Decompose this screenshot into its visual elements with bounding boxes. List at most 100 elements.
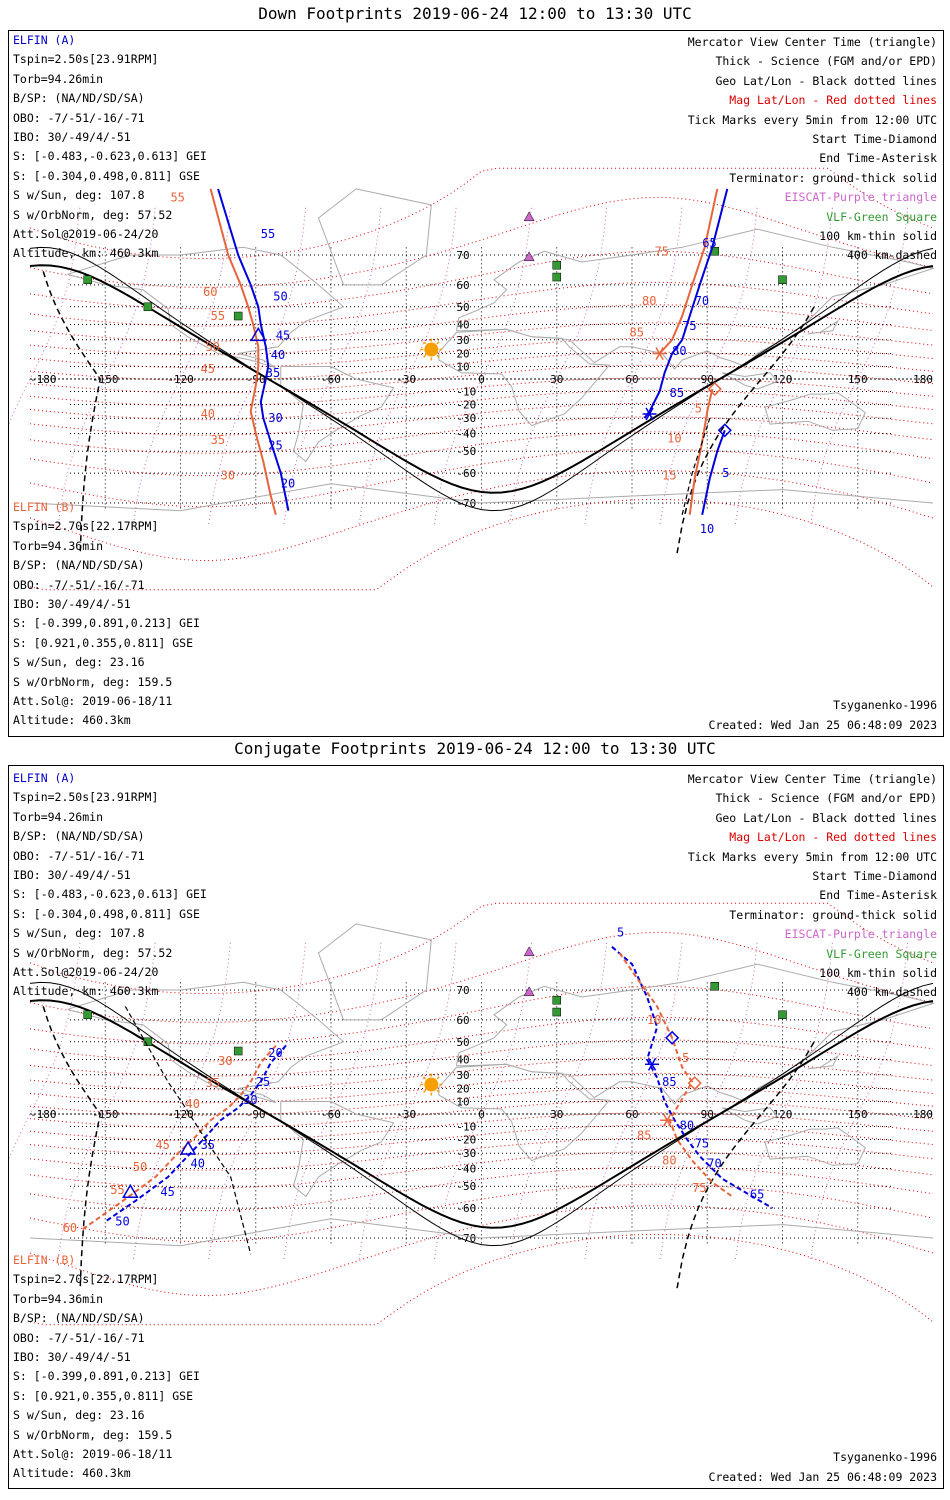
legend-item: VLF-Green Square xyxy=(826,209,937,224)
mag-lat-line xyxy=(29,377,934,407)
elfin-a-time-label: 30 xyxy=(268,411,282,425)
terminator-400km xyxy=(42,1006,101,1289)
elfin-a-line: S: [-0.483,-0.623,0.613] GEI xyxy=(13,887,207,902)
elfin-b-line: IBO: 30/-49/4/-51 xyxy=(13,1349,131,1364)
elfin-b-time-label: 85 xyxy=(629,325,643,339)
elfin-a-time-label: 20 xyxy=(268,1046,282,1060)
elfin-b-line: S w/Sun, deg: 23.16 xyxy=(13,1408,145,1423)
sun-ray xyxy=(436,341,440,345)
mag-lat-line xyxy=(29,1205,934,1297)
elfin-a-time-label: 55 xyxy=(261,227,275,241)
land-outline xyxy=(317,188,432,286)
elfin-a-line: B/SP: (NA/ND/SD/SA) xyxy=(13,91,145,106)
footprint-track xyxy=(701,429,726,516)
eiscat-triangle-icon xyxy=(523,211,535,222)
elfin-b-line: Altitude: 460.3km xyxy=(13,1466,131,1481)
elfin-b-time-label: 15 xyxy=(662,469,676,483)
elfin-a-time-label: 85 xyxy=(662,1075,676,1089)
down-footprints-map: -180 -150 -120 -90 -60 -30 0 30 60 90 120 150 180706… xyxy=(9,167,935,591)
terminator-400km xyxy=(42,271,101,554)
mag-lat-line xyxy=(29,1099,934,1129)
center-time-triangle-icon xyxy=(249,326,267,342)
mag-lat-line xyxy=(29,1183,934,1243)
mag-lon-line xyxy=(358,939,457,1259)
elfin-b-time-label: 60 xyxy=(203,285,217,299)
legend-item: Tick Marks every 5min from 12:00 UTC xyxy=(687,112,937,127)
elfin-b-time-label: 80 xyxy=(642,294,656,308)
footprint-track xyxy=(618,952,733,1198)
legend-item: EISCAT-Purple triangle xyxy=(784,927,937,942)
footprint-track xyxy=(124,1006,252,1255)
mag-lon-line xyxy=(659,204,758,524)
sun-ray xyxy=(423,1089,427,1093)
mag-lat-line xyxy=(29,470,934,562)
elfin-a-info: ELFIN (A) Tspin=2.50s[23.91RPM] Torb=94.… xyxy=(13,31,207,264)
mag-lon-line xyxy=(57,939,156,1259)
lon-tick-label: 180 xyxy=(913,1108,933,1121)
elfin-a-line: Att.Sol@2019-06-24/20 xyxy=(13,226,159,241)
legend-item: 400 km-dashed xyxy=(846,248,937,263)
elfin-b-name: ELFIN (B) xyxy=(13,500,76,514)
start-time-diamond-icon xyxy=(717,423,732,438)
mag-lon-line xyxy=(735,939,834,1259)
vlf-square-icon xyxy=(83,275,92,285)
vlf-square-icon xyxy=(552,1007,561,1017)
elfin-a-line: Altitude, km: 460.3km xyxy=(13,246,159,261)
elfin-b-time-label: 35 xyxy=(206,1076,220,1090)
land-outline xyxy=(29,483,934,512)
conjugate-footprints-panel: -180 -150 -120 -90 -60 -30 0 30 60 90 120 150 180 70 6… xyxy=(8,765,944,1489)
sun-ray xyxy=(423,354,427,358)
elfin-b-line: Torb=94.36min xyxy=(13,1291,104,1306)
elfin-a-time-label: 65 xyxy=(750,1187,764,1201)
mag-lat-line xyxy=(29,322,934,356)
end-time-asterisk-icon xyxy=(655,347,664,360)
mag-lon-line xyxy=(434,204,533,524)
elfin-b-time-label: 50 xyxy=(206,340,220,354)
mag-lat-line xyxy=(29,337,934,369)
mag-lat-line xyxy=(29,448,934,508)
lat-tick-label: 20 xyxy=(456,1083,469,1096)
elfin-a-line: S w/OrbNorm, deg: 57.52 xyxy=(13,945,173,960)
mag-lon-line xyxy=(810,204,909,524)
mag-lon-line xyxy=(434,939,533,1259)
elfin-b-time-label: 85 xyxy=(637,1129,651,1143)
elfin-b-info: ELFIN (B) Tspin=2.70s[22.17RPM] Torb=94.… xyxy=(13,498,200,731)
elfin-a-line: S: [-0.304,0.498,0.811] GSE xyxy=(13,168,200,183)
lat-tick-label: 30 xyxy=(456,334,469,347)
lon-tick-label: 180 xyxy=(913,373,933,386)
elfin-b-time-label: 35 xyxy=(211,433,225,447)
elfin-a-time-label: 35 xyxy=(201,1138,215,1152)
mag-lon-line xyxy=(810,939,909,1259)
elfin-b-time-label: 10 xyxy=(667,432,681,446)
mag-lon-line xyxy=(659,939,758,1259)
legend-item: Terminator: ground-thick solid xyxy=(729,907,937,922)
elfin-b-line: S w/OrbNorm, deg: 159.5 xyxy=(13,674,173,689)
sun-icon xyxy=(424,1077,439,1092)
lat-tick-label: 60 xyxy=(456,1014,469,1027)
elfin-b-time-label: 75 xyxy=(655,244,669,258)
sun-icon xyxy=(424,342,439,357)
mag-lon-line xyxy=(133,939,232,1259)
legend-item: Terminator: ground-thick solid xyxy=(729,170,937,185)
elfin-a-line: Att.Sol@2019-06-24/20 xyxy=(13,964,159,979)
mag-lon-line xyxy=(57,204,156,524)
mag-lon-line xyxy=(283,204,382,524)
lat-tick-label: 40 xyxy=(456,1053,469,1066)
elfin-a-line: S: [-0.304,0.498,0.811] GSE xyxy=(13,906,200,921)
elfin-b-line: Tspin=2.70s[22.17RPM] xyxy=(13,519,159,534)
eiscat-triangle-icon xyxy=(523,251,535,262)
elfin-b-line: S w/OrbNorm, deg: 159.5 xyxy=(13,1427,173,1442)
legend-item: Start Time-Diamond xyxy=(812,868,937,883)
mag-lon-line xyxy=(509,204,608,524)
lat-tick-label: -40 xyxy=(456,428,476,441)
elfin-a-time-label: 50 xyxy=(115,1215,129,1229)
vlf-square-icon xyxy=(710,982,720,991)
mag-lat-line xyxy=(29,1086,934,1116)
mag-lat-line xyxy=(29,1166,934,1212)
elfin-b-info: ELFIN (B) Tspin=2.70s[22.17RPM] Torb=94.… xyxy=(13,1251,200,1484)
mag-lat-line xyxy=(29,364,934,394)
sun-ray xyxy=(436,1089,440,1093)
sun-ray xyxy=(423,341,427,345)
model-label: Tsyganenko-1996 xyxy=(833,698,937,712)
elfin-a-line: S: [-0.483,-0.623,0.613] GEI xyxy=(13,149,207,164)
